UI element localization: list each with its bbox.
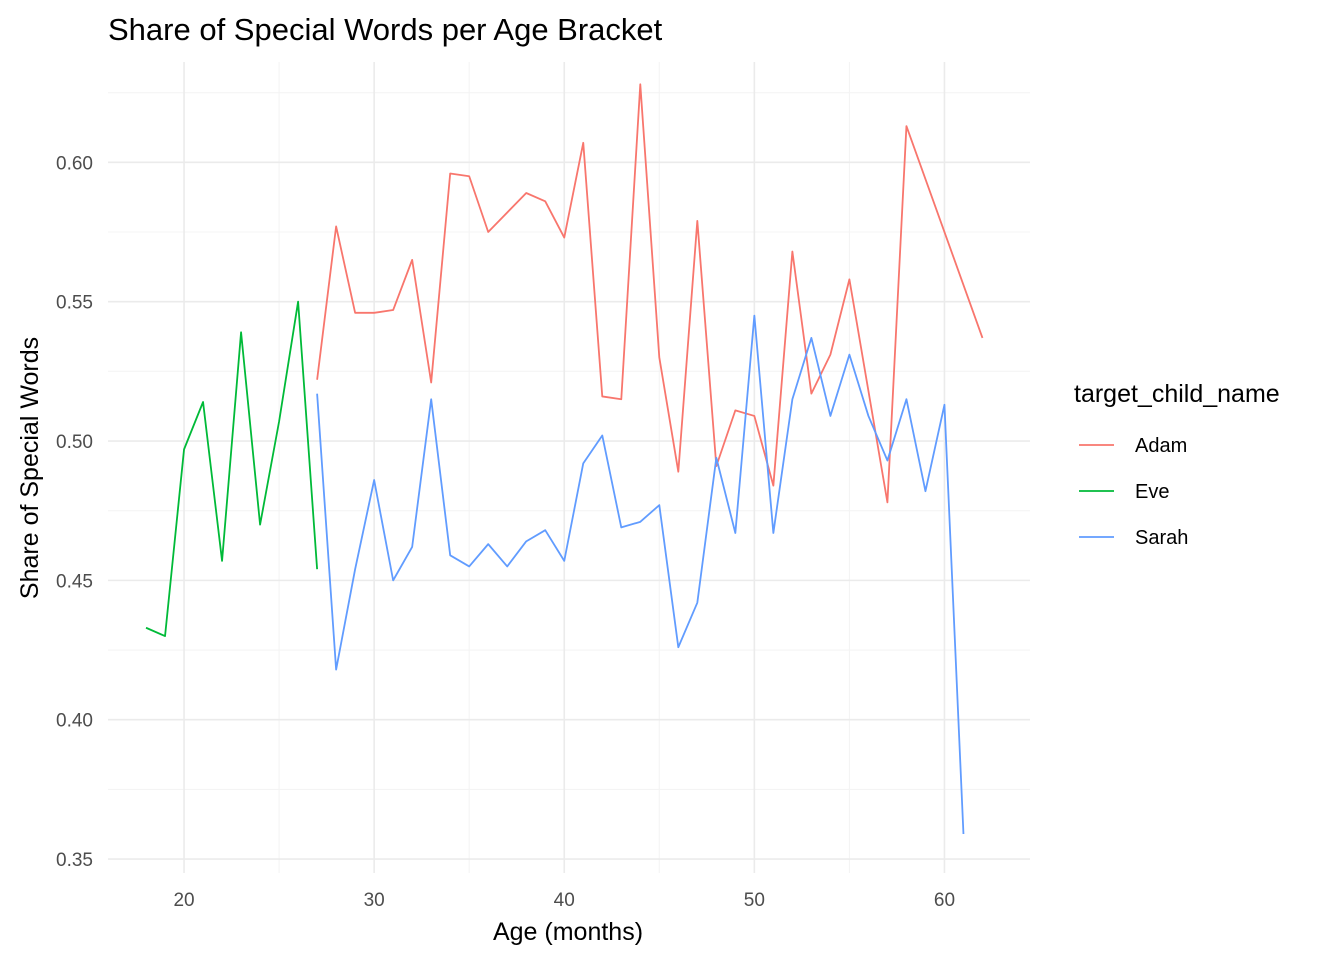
series-line-eve [145, 300, 319, 638]
x-axis-ticks: 20 30 40 50 60 [173, 890, 955, 911]
series-line-sarah [316, 314, 965, 835]
y-tick-label: 0.55 [56, 293, 93, 314]
y-axis-ticks: 0.35 0.40 0.45 0.50 0.55 0.60 [56, 153, 93, 871]
legend-items: Adam Eve Sarah [1079, 435, 1188, 549]
legend: target_child_name Adam Eve Sarah [1074, 380, 1280, 549]
grid [108, 62, 1030, 873]
legend-label-sarah: Sarah [1135, 527, 1188, 549]
x-tick-label: 40 [554, 890, 575, 911]
legend-title: target_child_name [1074, 380, 1280, 408]
x-tick-label: 30 [364, 890, 385, 911]
plot-series [145, 83, 984, 835]
y-tick-label: 0.45 [56, 571, 93, 592]
x-tick-label: 60 [934, 890, 955, 911]
y-tick-label: 0.35 [56, 850, 93, 871]
chart-title: Share of Special Words per Age Bracket [108, 12, 663, 47]
y-tick-label: 0.60 [56, 153, 93, 174]
x-axis-title: Age (months) [493, 918, 643, 946]
y-tick-label: 0.40 [56, 711, 93, 732]
y-tick-label: 0.50 [56, 432, 93, 453]
y-axis-title: Share of Special Words [16, 337, 44, 599]
x-tick-label: 20 [173, 890, 194, 911]
legend-label-eve: Eve [1135, 481, 1169, 503]
legend-label-adam: Adam [1135, 435, 1187, 457]
series-line-adam [316, 83, 984, 504]
x-tick-label: 50 [744, 890, 765, 911]
